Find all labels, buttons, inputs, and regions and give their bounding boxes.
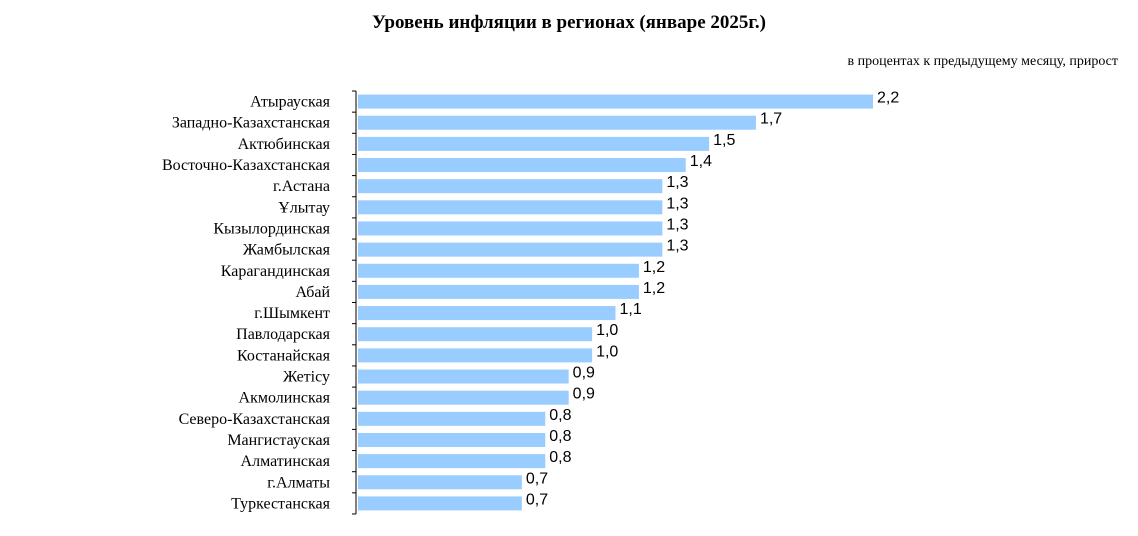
category-label: Акмолинская — [239, 390, 331, 407]
category-label: г.Астана — [273, 178, 330, 195]
category-label: г.Алматы — [267, 474, 330, 491]
bar — [358, 179, 663, 194]
category-label: г.Шымкент — [254, 305, 330, 322]
category-label: Жамбылская — [243, 242, 331, 259]
value-label: 0,9 — [573, 386, 595, 403]
category-label: Карагандинская — [221, 263, 331, 280]
bar — [358, 454, 546, 469]
category-label: Туркестанская — [231, 495, 331, 512]
category-label: Северо-Казахстанская — [179, 411, 331, 428]
bar — [358, 411, 546, 426]
bar — [358, 158, 686, 173]
chart-title: Уровень инфляции в регионах (январе 2025… — [372, 12, 766, 33]
value-label: 1,4 — [690, 153, 712, 170]
value-label: 1,2 — [643, 259, 665, 276]
category-label: Павлодарская — [236, 326, 331, 343]
category-label: Жетісу — [283, 369, 330, 386]
value-label: 1,2 — [643, 280, 665, 297]
value-label: 1,5 — [713, 132, 735, 149]
value-label: 1,0 — [596, 343, 618, 360]
value-label: 0,8 — [549, 449, 571, 466]
value-label: 0,8 — [549, 407, 571, 424]
bar — [358, 496, 522, 511]
value-label: 1,0 — [596, 322, 618, 339]
value-label: 0,8 — [549, 428, 571, 445]
category-label: Актюбинская — [238, 136, 331, 153]
bar — [358, 115, 756, 130]
bar — [358, 94, 873, 109]
category-label: Ұлытау — [278, 199, 330, 216]
bar — [358, 284, 639, 299]
bar — [358, 242, 663, 257]
bar — [358, 200, 663, 215]
category-label: Алматинская — [241, 453, 331, 470]
bar — [358, 369, 569, 384]
category-label: Атырауская — [250, 94, 331, 111]
value-label: 0,9 — [573, 365, 595, 382]
value-label: 1,3 — [666, 216, 688, 233]
bar — [358, 306, 616, 321]
bar — [358, 475, 522, 490]
bar — [358, 327, 593, 342]
value-label: 2,2 — [877, 90, 899, 107]
value-label: 0,7 — [526, 470, 548, 487]
value-label: 1,7 — [760, 111, 782, 128]
bar — [358, 221, 663, 236]
category-label: Восточно-Казахстанская — [162, 157, 331, 174]
chart-subtitle: в процентах к предыдущему месяцу, прирос… — [847, 54, 1118, 69]
bar — [358, 390, 569, 405]
value-label: 1,3 — [666, 174, 688, 191]
bar — [358, 263, 639, 278]
value-label: 1,3 — [666, 238, 688, 255]
category-label: Мангистауская — [227, 432, 330, 449]
bar — [358, 136, 710, 151]
value-label: 1,1 — [620, 301, 642, 318]
category-label: Костанайская — [237, 347, 331, 364]
bar — [358, 432, 546, 447]
category-label: Абай — [295, 284, 330, 301]
bar — [358, 348, 593, 363]
category-label: Кызылординская — [213, 220, 330, 237]
category-label: Западно-Казахстанская — [172, 115, 331, 132]
value-label: 0,7 — [526, 491, 548, 508]
value-label: 1,3 — [666, 195, 688, 212]
